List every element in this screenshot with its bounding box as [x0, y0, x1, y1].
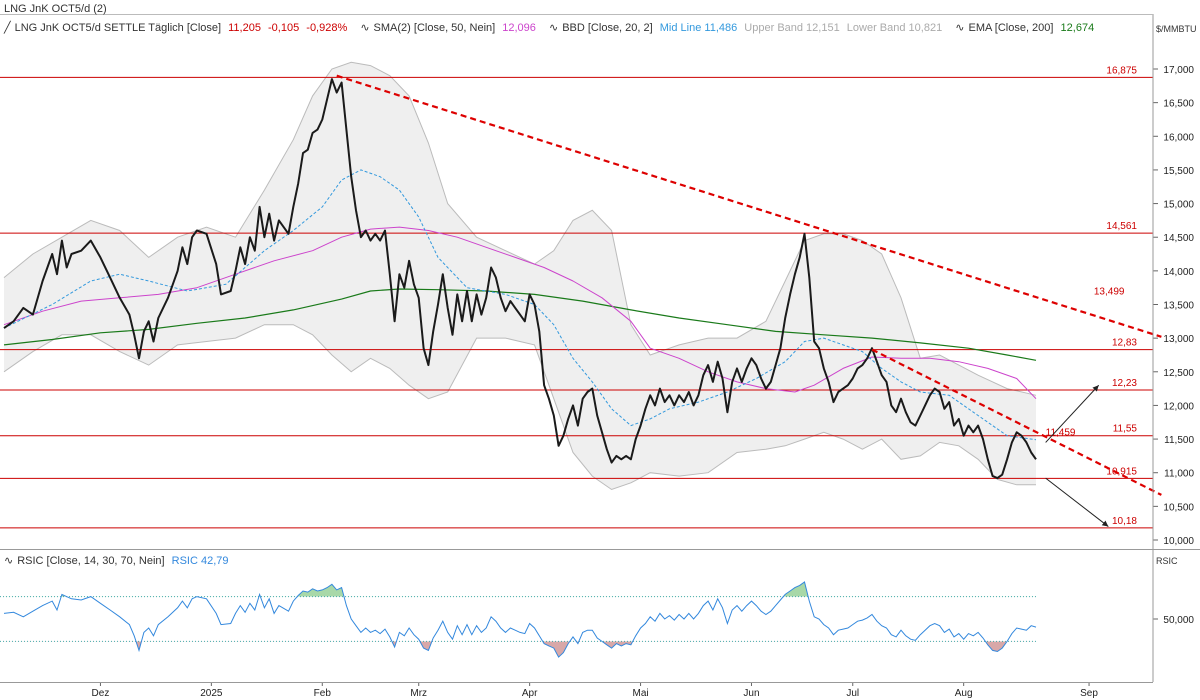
price-tick-label: 12,000	[1163, 401, 1194, 412]
level-label: 14,561	[1106, 221, 1137, 232]
price-tick-label: 14,000	[1163, 267, 1194, 278]
rsic-icon: ∿	[4, 555, 14, 567]
time-tick-label: Dez	[92, 688, 110, 699]
trendline	[336, 74, 1162, 338]
price-tick-label: 11,500	[1164, 435, 1194, 446]
level-label: 11,55	[1113, 424, 1138, 435]
price-tick-label: 12,500	[1163, 368, 1194, 379]
chart-title: LNG JnK OCT5/d (2)	[4, 3, 107, 15]
change-value: -0,105	[268, 22, 300, 34]
change-pct-value: -0,928%	[306, 22, 348, 34]
level-label: 10,915	[1106, 466, 1137, 477]
sma-icon: ∿	[360, 22, 370, 34]
time-tick-label: Jul	[846, 688, 859, 699]
bbd-icon: ∿	[548, 22, 559, 34]
level-label: 12,23	[1112, 378, 1137, 389]
close-price-line	[3, 78, 1037, 480]
lower-band-line	[3, 324, 1036, 491]
upper-band-label: Upper Band 12,151	[744, 22, 840, 34]
time-tick-label: Mrz	[410, 688, 427, 699]
price-tick-label: 17,000	[1163, 65, 1194, 76]
trendline-label: 13,499	[1094, 286, 1125, 297]
last-value: 11,205	[228, 22, 261, 34]
ema-line	[3, 288, 1037, 361]
price-axis: 10,000 10,500 11,000 11,500 12,000 12,500 13,0…	[1153, 65, 1194, 547]
horizontal-levels: 16,875 14,561 12,83 12,23 11,55 10,915 10,18	[0, 65, 1153, 529]
time-tick-label: Apr	[522, 688, 538, 699]
price-tick-label: 13,500	[1163, 301, 1194, 312]
price-tick-label: 10,000	[1163, 536, 1194, 547]
projection-arrow	[1045, 384, 1100, 443]
sma-label: SMA(2) [Close, 50, Nein]	[373, 22, 496, 34]
time-tick-label: Feb	[314, 688, 332, 699]
time-axis: Dez 2025 Feb Mrz Apr Mai Jun Jul Aug Sep	[92, 682, 1098, 699]
trendline-label: 11,459	[1046, 428, 1076, 439]
price-series	[3, 78, 1037, 480]
trendline	[871, 348, 1162, 496]
bbd-label: BBD [Close, 20, 2]	[562, 22, 653, 34]
rsic-value: RSIC 42,79	[171, 555, 229, 567]
sma-line	[3, 226, 1037, 400]
ema-label: EMA [Close, 200]	[968, 22, 1054, 34]
price-tick-label: 14,500	[1163, 233, 1194, 244]
rsic-legend: ∿ RSIC [Close, 14, 30, 70, Nein] RSIC 42,…	[4, 554, 233, 567]
trendlines: 13,499 11,459	[336, 74, 1162, 527]
time-tick-label: Jun	[743, 688, 759, 699]
bollinger-band	[3, 61, 1037, 491]
rsic-unit-label: RSIC	[1156, 556, 1178, 566]
rsi-line	[3, 581, 1037, 658]
legend: ╱ LNG JnK OCT5/d SETTLE Täglich [Close] 1…	[4, 21, 1098, 35]
price-series-icon: ╱	[4, 22, 11, 34]
ema-icon: ∿	[955, 22, 965, 34]
price-tick-label: 16,500	[1163, 99, 1194, 110]
price-tick-label: 10,500	[1163, 502, 1194, 513]
time-tick-label: 2025	[200, 688, 223, 699]
mid-line	[3, 169, 1037, 441]
rsic-label: RSIC [Close, 14, 30, 70, Nein]	[17, 555, 165, 567]
price-tick-label: 11,000	[1164, 469, 1194, 480]
price-tick-label: 15,000	[1163, 200, 1194, 211]
time-tick-label: Aug	[955, 688, 973, 699]
midline-label: Mid Line 11,486	[659, 22, 738, 34]
instrument-label: LNG JnK OCT5/d SETTLE Täglich [Close]	[14, 22, 222, 34]
price-tick-label: 13,000	[1163, 334, 1194, 345]
level-label: 12,83	[1112, 338, 1137, 349]
sma-value: 12,096	[502, 22, 536, 34]
projection-arrow	[1045, 477, 1109, 527]
level-label: 16,875	[1106, 65, 1137, 76]
time-tick-label: Mai	[632, 688, 648, 699]
rsi-panel: 50,000	[0, 581, 1194, 658]
time-tick-label: Sep	[1080, 688, 1098, 699]
rsi-tick-label: 50,000	[1163, 615, 1194, 626]
price-tick-label: 15,500	[1163, 166, 1194, 177]
ema-value: 12,674	[1060, 22, 1095, 34]
price-tick-label: 16,000	[1163, 132, 1194, 143]
bollinger-band-fill	[4, 62, 1036, 490]
lower-band-label: Lower Band 10,821	[846, 22, 943, 34]
price-unit-label: $/MMBTU	[1156, 24, 1197, 34]
upper-band-line	[3, 61, 1037, 396]
level-label: 10,18	[1112, 516, 1137, 527]
